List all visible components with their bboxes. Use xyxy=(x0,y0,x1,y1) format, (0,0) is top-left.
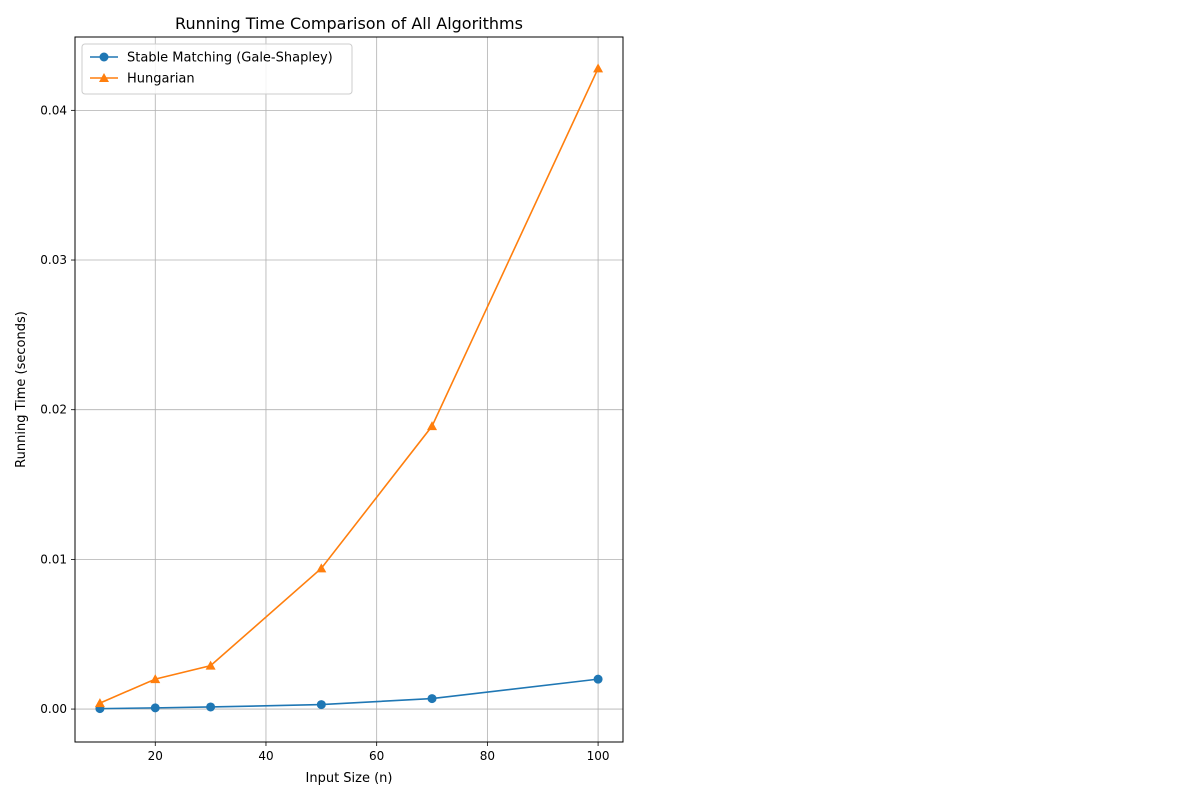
y-tick-label: 0.01 xyxy=(40,552,67,566)
x-tick-label: 100 xyxy=(587,749,610,763)
x-tick-label: 60 xyxy=(369,749,384,763)
series-hungarian xyxy=(94,63,604,708)
series-line xyxy=(99,678,599,710)
data-point xyxy=(316,563,327,573)
x-tick-label: 20 xyxy=(148,749,163,763)
y-tick-label: 0.00 xyxy=(40,702,67,716)
data-point xyxy=(316,700,326,710)
legend-marker xyxy=(99,52,109,62)
data-point xyxy=(150,703,160,713)
y-axis-label: Running Time (seconds) xyxy=(14,311,29,468)
data-point xyxy=(150,674,161,684)
y-tick-label: 0.02 xyxy=(40,403,67,417)
legend-marker xyxy=(99,73,109,82)
y-tick-label: 0.03 xyxy=(40,253,67,267)
legend-item: Stable Matching (Gale-Shapley) xyxy=(90,51,333,66)
series-stable-matching xyxy=(95,674,603,714)
ticks: 20 40 60 80 100 0.00 0.01 0.02 0.03 0.04 xyxy=(40,103,609,763)
y-tick-label: 0.04 xyxy=(40,103,67,117)
data-point xyxy=(94,698,105,708)
data-point xyxy=(206,702,216,712)
grid xyxy=(75,37,623,742)
x-tick-label: 80 xyxy=(480,749,495,763)
x-axis-label: Input Size (n) xyxy=(306,771,393,786)
legend-box xyxy=(81,43,353,95)
legend: Stable Matching (Gale-Shapley) Hungarian xyxy=(81,43,353,95)
data-point xyxy=(427,421,438,431)
data-point xyxy=(593,674,603,684)
x-tick-label: 40 xyxy=(258,749,273,763)
legend-item: Hungarian xyxy=(90,72,195,87)
chart-title: Running Time Comparison of All Algorithm… xyxy=(175,14,523,33)
data-point xyxy=(427,694,437,704)
series-line xyxy=(99,68,599,704)
series-layer xyxy=(94,63,604,714)
legend-label: Hungarian xyxy=(127,72,195,87)
data-point xyxy=(205,660,216,670)
legend-label: Stable Matching (Gale-Shapley) xyxy=(127,51,333,66)
plot-frame xyxy=(74,36,624,743)
data-point xyxy=(593,63,604,73)
